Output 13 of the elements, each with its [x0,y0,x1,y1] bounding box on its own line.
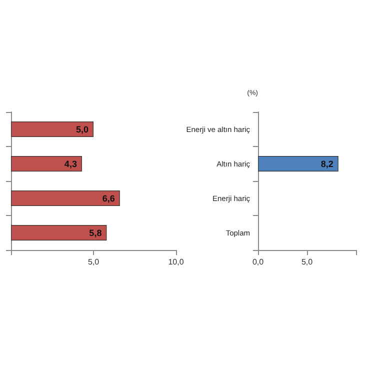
bar [11,224,107,241]
x-tick-label: 10,0 [168,258,184,266]
bar [11,156,82,172]
x-tick-label: 5,0 [301,258,314,266]
data-label: 6,6 [102,193,115,204]
data-label: 5,0 [76,124,88,134]
data-label: 5,8 [89,228,102,238]
bar [11,190,120,206]
data-label: 8,2 [320,158,334,169]
x-tick-label: 5,0 [88,258,100,266]
data-label: 4,3 [64,158,77,169]
bar [11,121,94,138]
x-tick-label: 0,0 [252,258,264,266]
